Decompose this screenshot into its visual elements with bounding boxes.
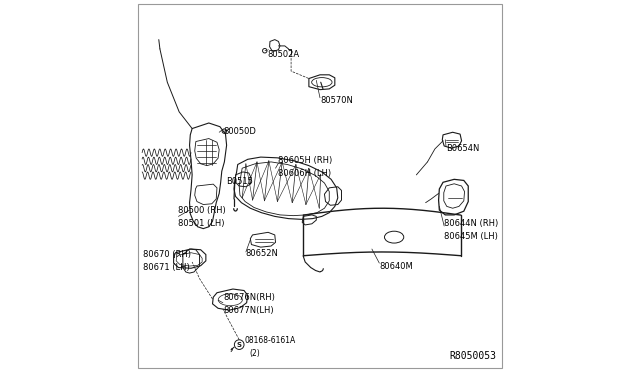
Text: 80645M (LH): 80645M (LH) (444, 231, 498, 241)
Text: 80644N (RH): 80644N (RH) (444, 219, 499, 228)
Text: 80606H (LH): 80606H (LH) (278, 169, 332, 177)
Text: 80671 (LH): 80671 (LH) (143, 263, 189, 272)
Text: 80605H (RH): 80605H (RH) (278, 155, 333, 164)
Text: 80050D: 80050D (223, 126, 256, 136)
Text: 08168-6161A: 08168-6161A (244, 336, 295, 346)
Text: 80501 (LH): 80501 (LH) (179, 219, 225, 228)
Text: B0515: B0515 (227, 177, 253, 186)
Text: 80570N: 80570N (320, 96, 353, 105)
Text: B0654N: B0654N (446, 144, 479, 153)
Text: 80500 (RH): 80500 (RH) (179, 206, 226, 215)
Text: 80502A: 80502A (268, 50, 300, 59)
Text: 80670 (RH): 80670 (RH) (143, 250, 191, 259)
Text: S: S (237, 342, 242, 348)
Text: 80652N: 80652N (245, 249, 278, 258)
Text: 80640M: 80640M (380, 262, 413, 271)
Text: 80676N(RH): 80676N(RH) (223, 293, 275, 302)
Text: R8050053: R8050053 (449, 352, 497, 362)
Text: (2): (2) (250, 349, 260, 358)
Text: 80677N(LH): 80677N(LH) (223, 306, 273, 315)
